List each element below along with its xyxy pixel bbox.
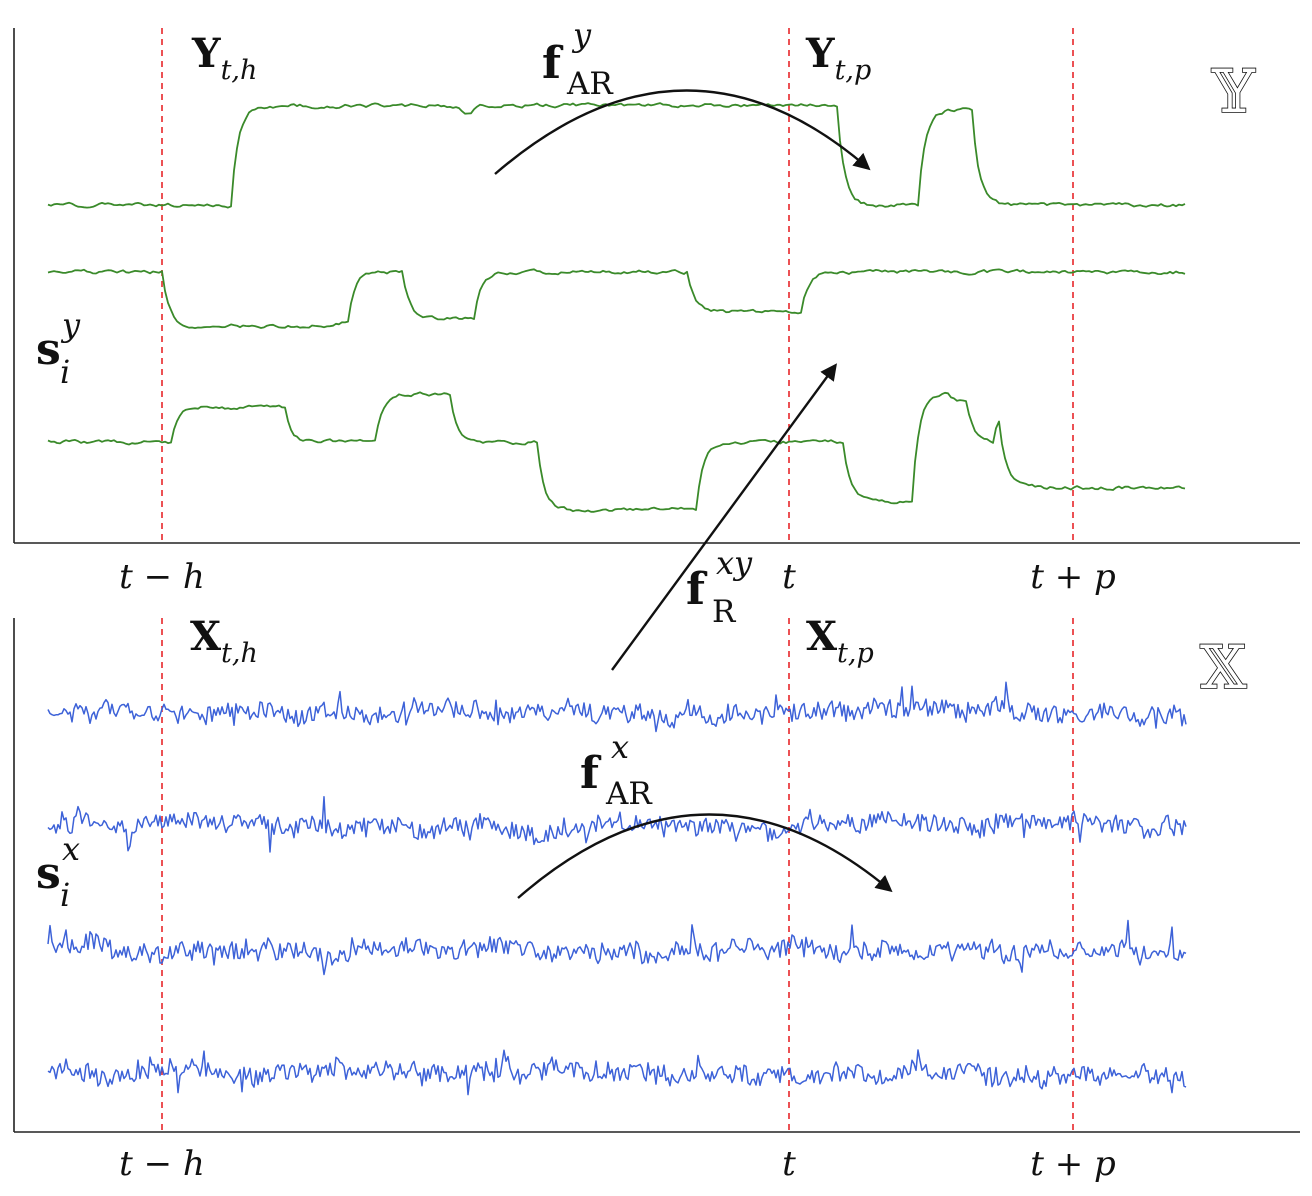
- top-traces: [47, 102, 1186, 513]
- bottom-s-label-sup: x: [62, 830, 80, 868]
- bottom-s-label-sub: i: [60, 876, 70, 914]
- r-xy-label-sup: xy: [716, 544, 753, 582]
- ar-y-label-main: f: [542, 38, 564, 89]
- bottom-trace-3: [47, 919, 1187, 976]
- ar-x-label-sup: x: [611, 728, 629, 766]
- top-history-label-sub: t,h: [221, 55, 258, 86]
- top-prediction-label-main: Y: [805, 30, 835, 77]
- ar-y-label-sub: AR: [566, 66, 614, 102]
- bottom-panel: t − h t t + p Xt,h Xt,p 𝕏 sx i: [13, 613, 1300, 1184]
- bottom-tick-t-plus-p: t + p: [1030, 1144, 1116, 1184]
- r-xy-arrow: [611, 363, 837, 671]
- bottom-history-label-main: X: [190, 613, 221, 660]
- bottom-tick-t: t: [782, 1144, 796, 1184]
- bottom-prediction-label-sub: t,p: [837, 638, 874, 669]
- bottom-prediction-label-main: X: [806, 613, 837, 660]
- top-s-label-sub: i: [60, 353, 70, 391]
- bottom-s-label-main: s: [36, 848, 61, 899]
- top-s-label-main: s: [36, 324, 61, 375]
- top-prediction-label: Yt,p: [805, 30, 871, 86]
- top-history-label: Yt,h: [191, 30, 257, 86]
- top-trace-1: [47, 102, 1186, 209]
- ar-x-label-main: f: [580, 748, 602, 799]
- bottom-trace-1: [47, 681, 1187, 733]
- bottom-history-label: Xt,h: [190, 613, 258, 669]
- r-xy-label-sub: R: [712, 594, 737, 630]
- bottom-traces: [47, 681, 1187, 1096]
- top-panel: t − h t t + p Yt,h Yt,p 𝕐 sy i: [13, 28, 1300, 597]
- bottom-tick-t-minus-h: t − h: [119, 1144, 205, 1184]
- top-prediction-label-sub: t,p: [835, 55, 872, 86]
- ar-y-label-sup: y: [571, 16, 592, 54]
- bottom-space-label: 𝕏: [1200, 633, 1247, 703]
- top-trace-2: [47, 268, 1186, 329]
- r-xy-label-main: f: [686, 564, 708, 615]
- bottom-trace-4: [47, 1049, 1187, 1096]
- bottom-prediction-label: Xt,p: [806, 613, 874, 669]
- ar-x-label: fx AR: [580, 728, 653, 812]
- top-space-label: 𝕐: [1211, 57, 1256, 127]
- top-tick-t-minus-h: t − h: [119, 557, 205, 597]
- ar-y-arrow: [494, 89, 871, 175]
- ar-y-label: fy AR: [542, 16, 614, 102]
- ar-x-arrow: [517, 813, 893, 899]
- top-tick-t: t: [782, 557, 796, 597]
- r-xy-label: fxy R: [686, 544, 753, 630]
- ar-x-label-sub: AR: [605, 776, 653, 812]
- top-s-label-sup: y: [60, 306, 81, 344]
- top-s-label: sy i: [36, 306, 81, 391]
- bottom-trace-2: [47, 796, 1187, 853]
- top-tick-t-plus-p: t + p: [1030, 557, 1116, 597]
- top-history-label-main: Y: [191, 30, 221, 77]
- bottom-s-label: sx i: [36, 830, 80, 914]
- bottom-history-label-sub: t,h: [221, 638, 258, 669]
- top-trace-3: [47, 391, 1186, 513]
